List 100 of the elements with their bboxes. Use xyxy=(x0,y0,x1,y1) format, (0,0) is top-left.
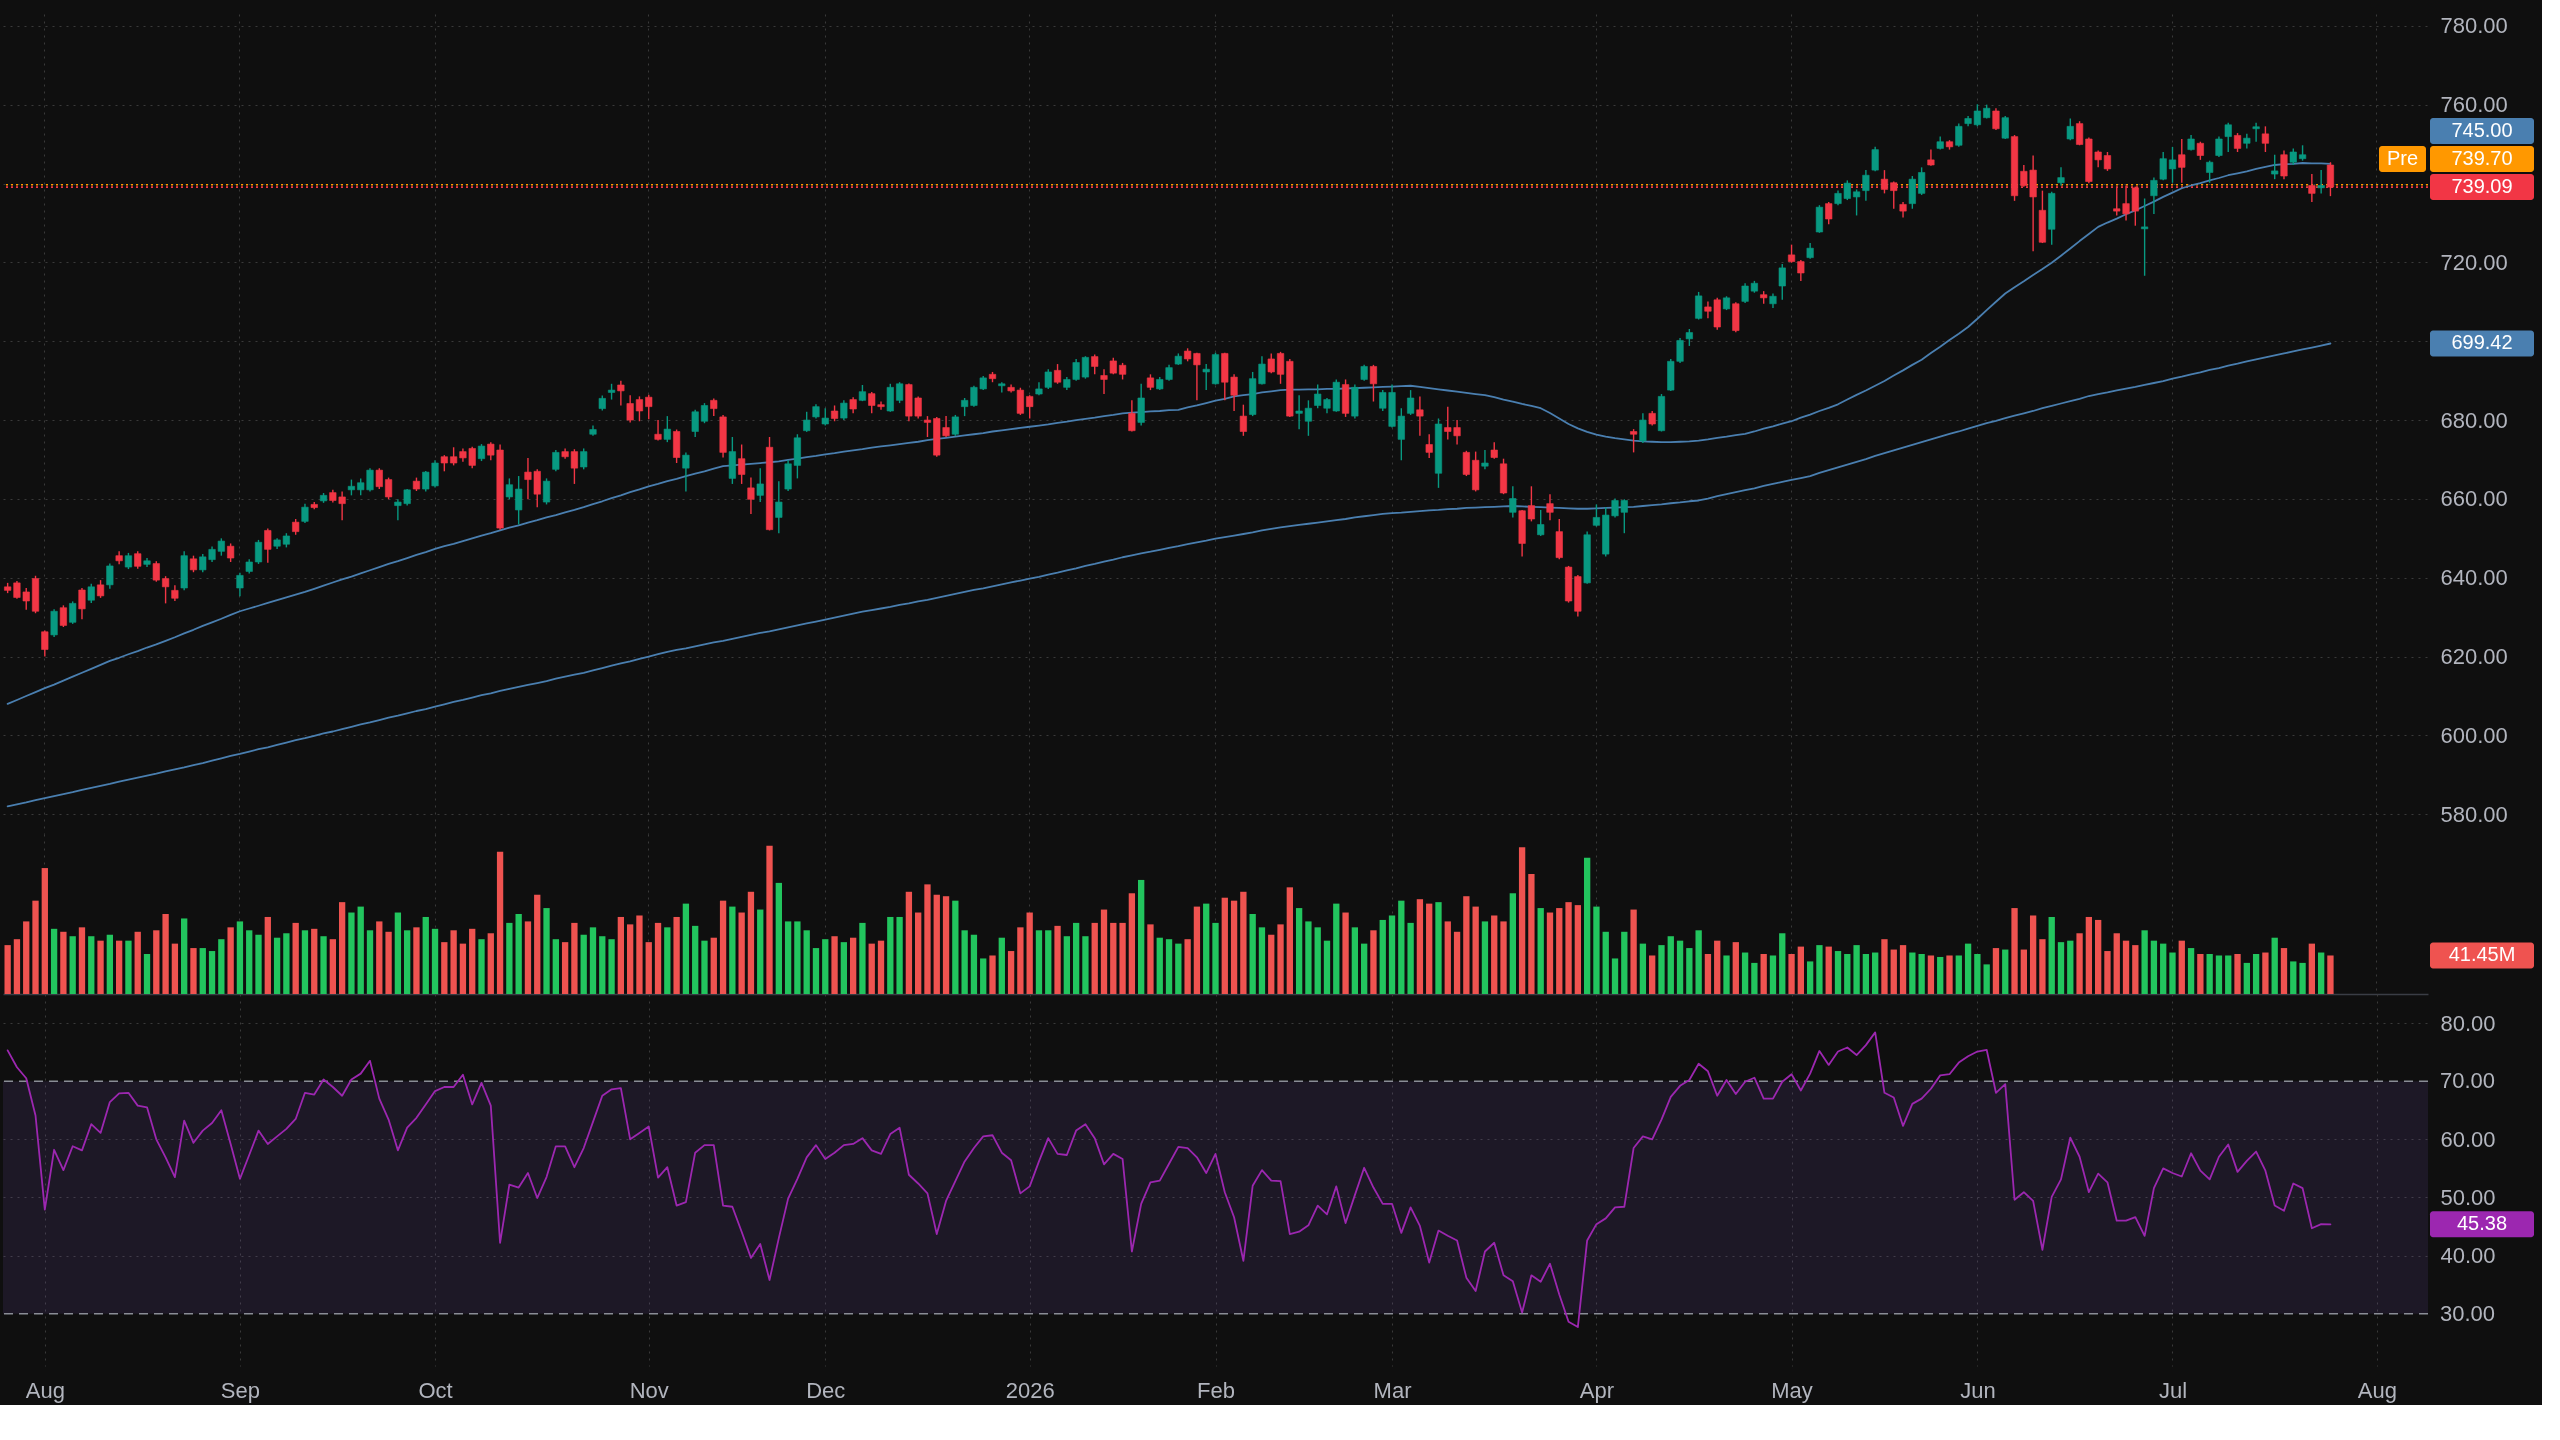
bar xyxy=(1295,908,1303,994)
bar xyxy=(1649,955,1656,994)
bar xyxy=(1054,925,1061,994)
candlestick xyxy=(2196,141,2204,161)
bar xyxy=(887,916,894,994)
y-tick-label: 680.00 xyxy=(2440,407,2508,433)
bar xyxy=(1676,940,1684,994)
bar xyxy=(2262,952,2269,994)
candlestick xyxy=(552,449,560,473)
bar xyxy=(1491,915,1498,994)
candlestick xyxy=(738,443,746,485)
candlestick xyxy=(2271,154,2279,180)
ref-line-label: 739.09 xyxy=(2451,175,2513,198)
bar xyxy=(2299,962,2306,994)
bar xyxy=(1658,945,1665,994)
candlestick xyxy=(2159,151,2167,182)
bar xyxy=(534,894,541,994)
bar xyxy=(1221,897,1228,994)
bar xyxy=(2048,916,2055,994)
candlestick xyxy=(227,542,235,563)
bar xyxy=(2020,949,2027,994)
bar xyxy=(1630,909,1637,994)
bar xyxy=(1063,936,1070,994)
y-tick-label: 760.00 xyxy=(2440,92,2508,118)
candlestick xyxy=(1091,353,1099,376)
bar xyxy=(2225,955,2232,994)
candlestick xyxy=(1537,509,1545,537)
bar xyxy=(1128,893,1136,994)
bar xyxy=(766,845,773,994)
candlestick xyxy=(2178,138,2186,184)
bar xyxy=(1881,939,1888,994)
bar xyxy=(208,951,216,994)
candlestick xyxy=(2001,115,2009,140)
legend-label: 739.70 xyxy=(2451,147,2513,170)
bar xyxy=(2317,952,2325,994)
bar xyxy=(236,921,244,994)
bar xyxy=(1268,934,1275,994)
candlestick xyxy=(1295,394,1303,430)
bar xyxy=(1806,961,1814,994)
bar xyxy=(1537,908,1544,994)
x-tick-label: May xyxy=(1771,1377,1813,1403)
bar xyxy=(441,942,448,994)
candlestick xyxy=(1918,166,1926,196)
candlestick xyxy=(1128,399,1136,433)
y-tick-label: 720.00 xyxy=(2440,249,2508,275)
bar xyxy=(933,894,940,994)
bar xyxy=(1955,955,1962,994)
bar xyxy=(2169,952,2176,994)
bar xyxy=(97,940,104,994)
bar xyxy=(719,900,727,994)
bar xyxy=(989,955,996,994)
annotation: Pre xyxy=(2386,147,2419,170)
bar xyxy=(627,924,634,994)
bar xyxy=(1230,900,1238,994)
bar xyxy=(692,925,699,994)
y-tick-label: 50.00 xyxy=(2440,1184,2496,1210)
bar xyxy=(1816,945,1823,994)
bar xyxy=(78,927,86,994)
bar xyxy=(2243,962,2250,994)
bar xyxy=(1890,949,1897,994)
bar xyxy=(1704,954,1712,994)
bar xyxy=(2187,948,2195,994)
bar xyxy=(664,927,671,994)
bar xyxy=(1249,914,1256,994)
bar xyxy=(2290,961,2297,994)
bar xyxy=(1667,936,1674,994)
candlestick xyxy=(1369,364,1377,403)
bar xyxy=(682,903,690,994)
text: 745.00 xyxy=(2451,119,2513,142)
bar xyxy=(812,948,820,994)
candlestick xyxy=(654,419,662,442)
bar xyxy=(2271,937,2278,994)
bar xyxy=(2057,942,2065,994)
bar xyxy=(2280,948,2288,994)
bar xyxy=(1825,946,1832,994)
bar xyxy=(1639,943,1647,994)
bar xyxy=(2011,908,2018,994)
bar xyxy=(599,936,606,994)
bar xyxy=(190,948,197,994)
y-tick-label: 80.00 xyxy=(2440,1010,2496,1036)
bar xyxy=(747,891,755,994)
bar xyxy=(1732,942,1739,994)
candlestick xyxy=(645,394,653,420)
bar xyxy=(710,937,717,994)
bar xyxy=(1398,900,1405,994)
bar xyxy=(431,928,439,994)
bar xyxy=(1007,951,1015,994)
bar xyxy=(636,915,643,994)
bar xyxy=(1500,921,1507,994)
bar xyxy=(970,934,978,994)
bar xyxy=(1509,893,1516,994)
bar xyxy=(1593,906,1600,994)
bar xyxy=(1472,906,1479,994)
candlestick xyxy=(1778,263,1786,301)
bar xyxy=(1212,922,1219,994)
bar xyxy=(580,934,587,994)
bar xyxy=(2197,954,2204,994)
line-series xyxy=(6,1031,2332,1328)
bar xyxy=(831,936,838,994)
bar xyxy=(255,934,262,994)
